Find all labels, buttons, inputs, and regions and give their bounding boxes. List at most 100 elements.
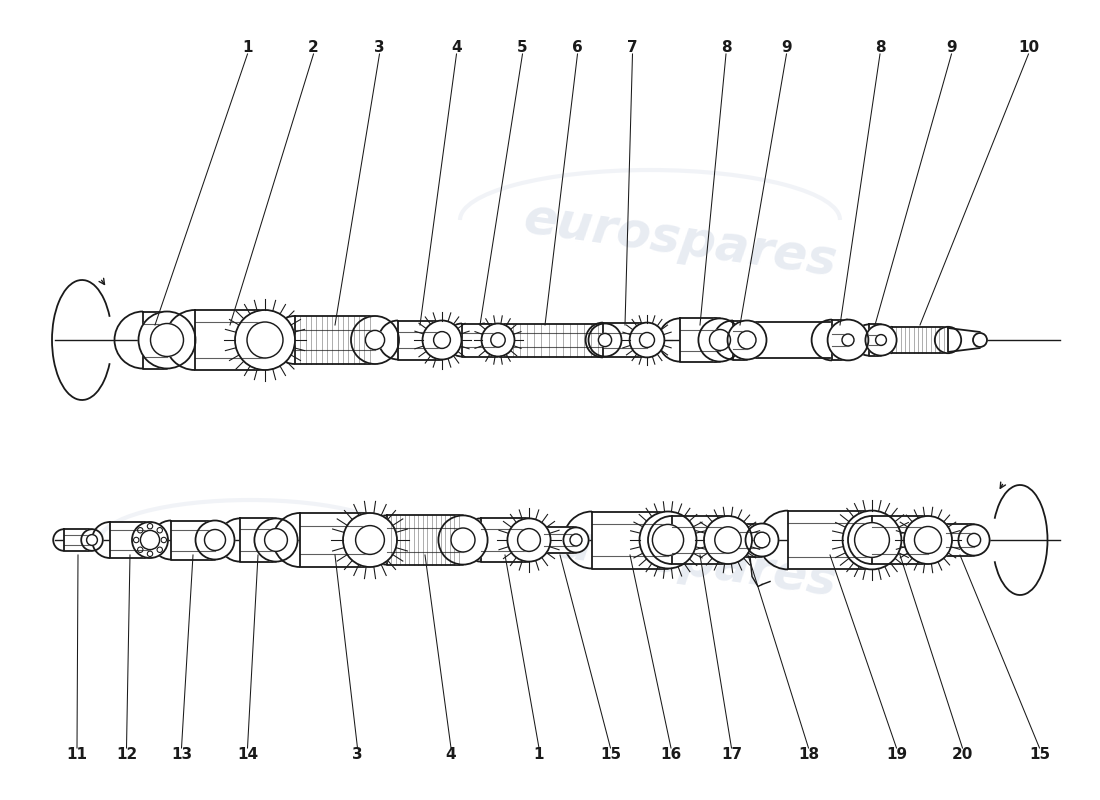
Ellipse shape: [570, 534, 582, 546]
Polygon shape: [869, 325, 881, 355]
Polygon shape: [734, 523, 762, 557]
Polygon shape: [680, 318, 720, 362]
Ellipse shape: [738, 331, 756, 349]
Ellipse shape: [842, 334, 854, 346]
Text: 6: 6: [572, 40, 583, 55]
Ellipse shape: [563, 527, 589, 553]
Polygon shape: [295, 316, 375, 364]
Text: 15: 15: [600, 747, 621, 762]
Polygon shape: [110, 522, 150, 558]
Ellipse shape: [351, 316, 399, 364]
Polygon shape: [170, 521, 214, 559]
Ellipse shape: [629, 322, 664, 358]
Ellipse shape: [491, 333, 505, 347]
Ellipse shape: [265, 529, 287, 551]
Polygon shape: [948, 328, 980, 352]
Ellipse shape: [639, 333, 654, 347]
Ellipse shape: [254, 518, 298, 562]
Polygon shape: [733, 321, 747, 359]
Polygon shape: [64, 530, 92, 550]
Ellipse shape: [843, 510, 901, 570]
Polygon shape: [544, 527, 576, 553]
Ellipse shape: [132, 522, 168, 558]
Ellipse shape: [139, 311, 196, 369]
Polygon shape: [462, 323, 498, 357]
Text: 19: 19: [886, 747, 907, 762]
Ellipse shape: [967, 534, 980, 546]
Ellipse shape: [639, 511, 696, 569]
Ellipse shape: [157, 527, 163, 533]
Text: 20: 20: [952, 747, 974, 762]
Ellipse shape: [914, 526, 942, 554]
Polygon shape: [240, 518, 276, 562]
Polygon shape: [143, 311, 167, 369]
Ellipse shape: [433, 331, 450, 349]
Ellipse shape: [710, 330, 730, 350]
Polygon shape: [481, 518, 529, 562]
Text: eurospares: eurospares: [520, 194, 839, 286]
Text: 9: 9: [946, 40, 957, 55]
Text: 5: 5: [517, 40, 528, 55]
Polygon shape: [750, 322, 830, 358]
Polygon shape: [603, 322, 647, 358]
Polygon shape: [892, 326, 948, 354]
Ellipse shape: [439, 515, 487, 565]
Text: 14: 14: [236, 747, 258, 762]
Ellipse shape: [958, 525, 990, 555]
Ellipse shape: [704, 516, 752, 564]
Polygon shape: [387, 515, 463, 565]
Polygon shape: [872, 516, 928, 564]
Ellipse shape: [866, 325, 896, 355]
Ellipse shape: [133, 538, 139, 542]
Ellipse shape: [147, 523, 153, 529]
Text: 8: 8: [874, 40, 886, 55]
Polygon shape: [832, 319, 848, 360]
Text: 8: 8: [720, 40, 732, 55]
Text: 3: 3: [352, 747, 363, 762]
Ellipse shape: [157, 547, 163, 553]
Text: 1: 1: [534, 747, 544, 762]
Text: 4: 4: [446, 747, 456, 762]
Text: eurospares: eurospares: [520, 514, 839, 606]
Text: 15: 15: [1028, 747, 1050, 762]
Ellipse shape: [935, 326, 961, 354]
Ellipse shape: [698, 318, 741, 362]
Ellipse shape: [355, 526, 384, 554]
Ellipse shape: [755, 532, 770, 548]
Ellipse shape: [451, 528, 475, 552]
Text: 1: 1: [242, 40, 253, 55]
Ellipse shape: [365, 330, 385, 350]
Ellipse shape: [518, 529, 540, 551]
Polygon shape: [788, 510, 872, 570]
Polygon shape: [485, 323, 605, 357]
Ellipse shape: [507, 518, 551, 562]
Polygon shape: [592, 511, 668, 569]
Ellipse shape: [588, 323, 621, 357]
Polygon shape: [398, 321, 442, 359]
Text: 18: 18: [798, 747, 820, 762]
Ellipse shape: [205, 530, 225, 550]
Ellipse shape: [138, 527, 143, 533]
Text: 17: 17: [720, 747, 742, 762]
Text: 10: 10: [1018, 40, 1040, 55]
Text: 12: 12: [116, 747, 138, 762]
Ellipse shape: [715, 527, 741, 554]
Ellipse shape: [652, 525, 683, 555]
Polygon shape: [300, 513, 370, 567]
Ellipse shape: [141, 530, 160, 550]
Text: 3: 3: [374, 40, 385, 55]
Ellipse shape: [904, 516, 952, 564]
Ellipse shape: [147, 551, 153, 557]
Ellipse shape: [974, 333, 987, 347]
Text: 2: 2: [308, 40, 319, 55]
Ellipse shape: [746, 523, 779, 557]
Text: 4: 4: [451, 40, 462, 55]
Text: 13: 13: [170, 747, 192, 762]
Ellipse shape: [855, 522, 890, 558]
Ellipse shape: [343, 513, 397, 567]
Ellipse shape: [161, 538, 166, 542]
Ellipse shape: [876, 334, 887, 346]
Ellipse shape: [151, 323, 184, 357]
Ellipse shape: [598, 334, 612, 346]
Polygon shape: [946, 525, 974, 555]
